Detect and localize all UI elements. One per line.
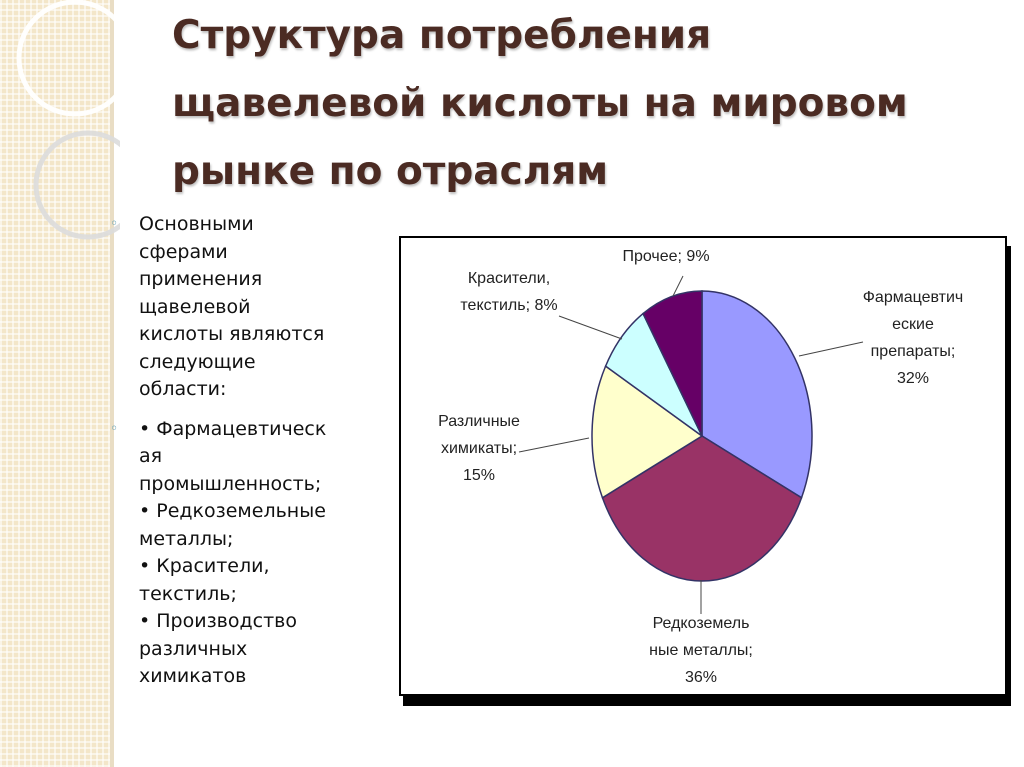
text-line: щавелевой <box>139 295 251 318</box>
slice-label: Фармацевтич еские препараты; 32% <box>863 289 964 387</box>
slice-label: Красители, текстиль; 8% <box>460 270 557 314</box>
text-line: различных <box>139 637 248 660</box>
text-line: химикатов <box>139 665 247 687</box>
slice-label-line: 15% <box>463 467 495 484</box>
leader-line <box>558 315 623 340</box>
slice-label-line: химикаты; <box>441 440 517 457</box>
slice-label-line: Фармацевтич <box>863 289 964 306</box>
text-line: Основными <box>139 213 254 235</box>
title-line: Структура потребления <box>172 13 712 58</box>
pie-slice <box>701 290 813 499</box>
bullet-list: ◦ Основными сферами применения щавелевой… <box>110 211 372 703</box>
bullet-icon: ◦ <box>110 216 119 232</box>
text-line: • Редкоземельные <box>139 500 326 522</box>
text-line: • Красители, <box>139 555 270 577</box>
leader-line <box>518 437 590 453</box>
areas-paragraph: ◦ • Фармацевтическ ая промышленность; • … <box>110 416 372 691</box>
title-line: щавелевой кислоты на мировом <box>172 81 908 126</box>
slice-label-line: 36% <box>685 669 717 686</box>
pie-slice <box>591 364 704 499</box>
text-line: сферами <box>139 240 228 263</box>
decorative-stripe <box>0 0 110 767</box>
bullet-icon: ◦ <box>110 420 119 437</box>
text-line: • Фармацевтическ <box>139 417 327 440</box>
slice-label-line: 32% <box>897 370 929 387</box>
pie-slice <box>642 290 703 437</box>
slice-label-line: Прочее; 9% <box>622 248 709 265</box>
slice-label-line: Красители, <box>468 270 550 287</box>
pie-chart: Фармацевтич еские препараты; 32% Редкоземель… <box>438 248 964 686</box>
slice-label-line: препараты; <box>871 343 956 360</box>
slice-label-line: еские <box>892 316 934 333</box>
text-line: кислоты являются <box>139 323 325 345</box>
slice-label-line: текстиль; 8% <box>460 297 557 314</box>
leader-line <box>672 275 684 297</box>
slice-label-line: Различные <box>438 413 520 430</box>
text-line: следующие <box>139 350 256 373</box>
slide-title: Структура потребления щавелевой кислоты … <box>172 2 1012 206</box>
text-line: текстиль; <box>139 582 237 605</box>
text-line: металлы; <box>139 527 234 550</box>
stripe-edge <box>110 0 114 767</box>
text-line: ая <box>139 445 163 467</box>
text-line: промышленность; <box>139 472 322 495</box>
chart-frame: Фармацевтич еские препараты; 32% Редкоземель… <box>399 236 1007 696</box>
intro-paragraph: ◦ Основными сферами применения щавелевой… <box>110 211 372 404</box>
leader-line <box>798 341 864 357</box>
slice-label: Прочее; 9% <box>622 248 709 265</box>
slice-label-line: Редкоземель <box>653 615 750 632</box>
text-line: области: <box>139 378 227 400</box>
title-line: рынке по отраслям <box>172 149 609 194</box>
text-line: • Производство <box>139 610 297 632</box>
pie-slice <box>601 435 803 582</box>
slice-label-line: ные металлы; <box>649 642 753 659</box>
slice-label: Редкоземель ные металлы; 36% <box>649 615 753 686</box>
slice-label: Различные химикаты; 15% <box>438 413 520 484</box>
decorative-rings <box>16 0 120 240</box>
text-line: применения <box>139 268 263 290</box>
